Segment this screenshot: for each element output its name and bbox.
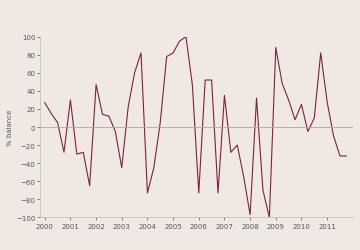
Y-axis label: % balance: % balance (7, 110, 13, 146)
Text: Q1: OPTIMISM VERSUS THREE MONTHS EARLIER: Q1: OPTIMISM VERSUS THREE MONTHS EARLIER (6, 12, 224, 21)
